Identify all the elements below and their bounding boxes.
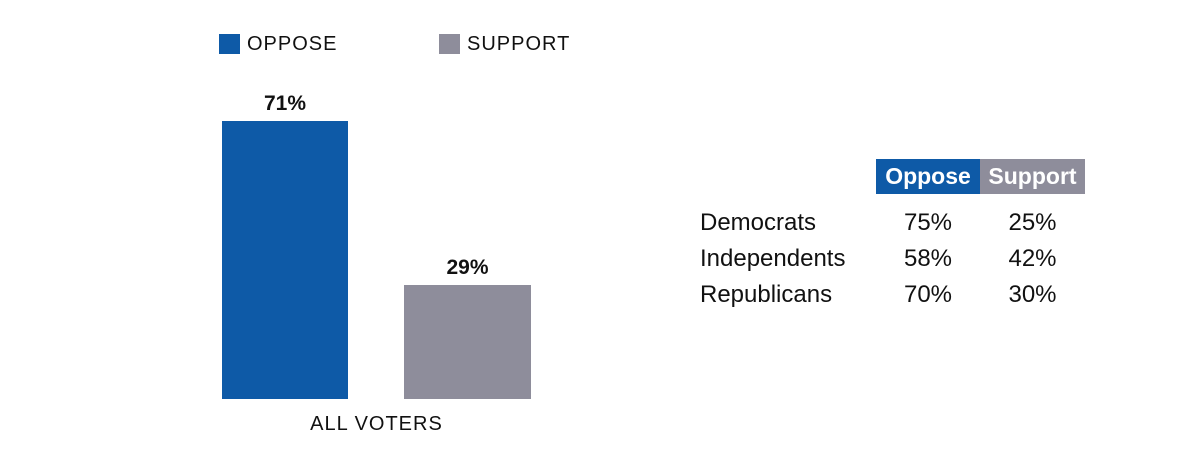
bar-value-label-oppose: 71% bbox=[263, 92, 307, 115]
bar-value-label-support: 29% bbox=[446, 256, 489, 279]
row-value-oppose: 70% bbox=[903, 281, 953, 308]
party-breakdown-table: Oppose Support Democrats 75% 25% Indepen… bbox=[700, 159, 1085, 313]
legend-swatch-oppose bbox=[219, 34, 240, 54]
row-label: Republicans bbox=[700, 281, 833, 308]
table-row-democrats: Democrats 75% 25% bbox=[700, 205, 1085, 241]
row-label: Democrats bbox=[700, 209, 817, 236]
bar-support bbox=[404, 285, 531, 399]
table-header-row: Oppose Support bbox=[700, 159, 1085, 194]
bar-oppose bbox=[222, 121, 348, 399]
legend-item-support: SUPPORT bbox=[439, 33, 570, 55]
row-value-oppose: 75% bbox=[903, 209, 953, 236]
legend-swatch-support bbox=[439, 34, 460, 54]
row-value-oppose: 58% bbox=[903, 245, 953, 272]
table-header-support: Support bbox=[980, 159, 1085, 194]
row-value-support: 25% bbox=[1008, 209, 1057, 236]
table-row-independents: Independents 58% 42% bbox=[700, 241, 1085, 277]
x-axis-category-label: ALL VOTERS bbox=[310, 413, 443, 435]
legend-label-oppose: OPPOSE bbox=[247, 33, 338, 55]
row-value-support: 42% bbox=[1008, 245, 1057, 272]
table-row-republicans: Republicans 70% 30% bbox=[700, 277, 1085, 313]
table-header-oppose: Oppose bbox=[876, 159, 980, 194]
legend-item-oppose: OPPOSE bbox=[219, 33, 337, 55]
table-header-spacer bbox=[700, 159, 876, 194]
row-label: Independents bbox=[700, 245, 846, 272]
table-body: Democrats 75% 25% Independents 58% 42% R… bbox=[700, 205, 1085, 313]
legend-label-support: SUPPORT bbox=[467, 33, 571, 55]
row-value-support: 30% bbox=[1008, 281, 1057, 308]
